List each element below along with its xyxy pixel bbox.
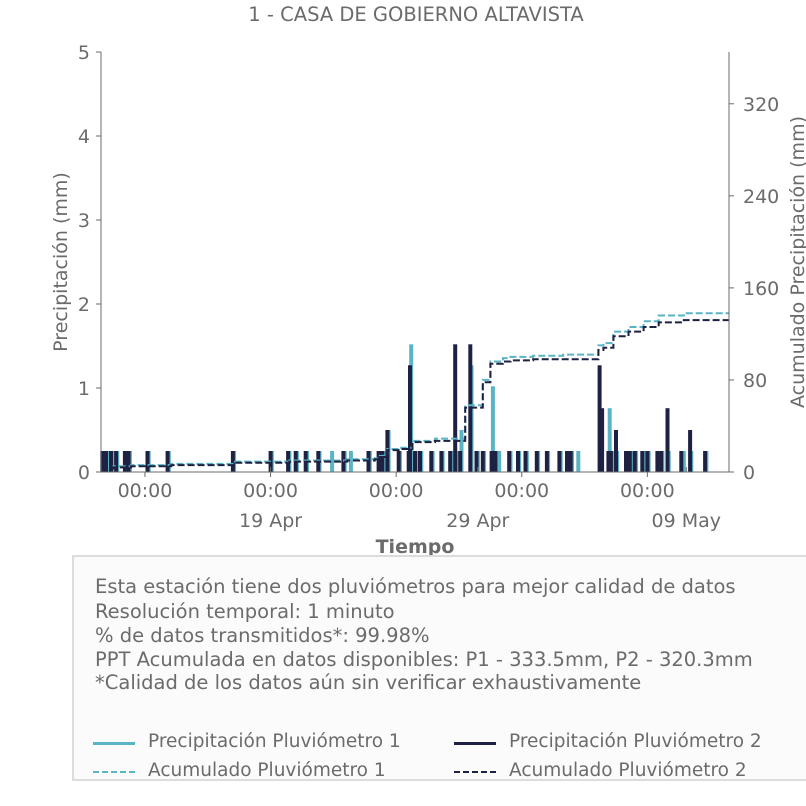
bar-p1 <box>607 408 612 472</box>
bar-p2 <box>624 451 628 472</box>
x-axis-ticks: 00:00 00:00 00:00 00:00 00:00 19 Apr 29 Apr 09 … <box>118 467 721 532</box>
bar-p2 <box>122 451 127 472</box>
bar-p1 <box>348 451 353 472</box>
bar-p2 <box>600 408 605 472</box>
bar-p2 <box>408 365 412 472</box>
legend-swatch-solid <box>93 742 135 745</box>
bar-p1 <box>497 451 502 472</box>
bar-p2 <box>380 451 385 472</box>
bar-p2 <box>632 451 637 472</box>
bar-p2 <box>516 451 520 472</box>
info-line-resolution: Resolución temporal: 1 minuto <box>95 600 395 623</box>
bar-p2 <box>507 451 512 472</box>
bar-p2 <box>659 451 664 472</box>
info-box: Esta estación tiene dos pluviómetros par… <box>72 555 806 781</box>
legend-swatch-dashed <box>93 771 135 773</box>
bar-p2 <box>688 430 693 472</box>
bar-p2 <box>597 365 602 472</box>
x-tick-date-label: 29 Apr <box>446 510 509 532</box>
bar-p2 <box>544 451 549 472</box>
left-axis-ticks: 0 1 2 3 4 5 <box>78 42 101 484</box>
x-tick-time-label: 00:00 <box>620 480 675 502</box>
bar-p2 <box>557 451 562 472</box>
info-line-description: Esta estación tiene dos pluviómetros par… <box>95 575 736 598</box>
bar-p2 <box>429 451 434 472</box>
bar-p2 <box>453 344 458 472</box>
y-tick-label: 4 <box>78 126 90 148</box>
y-axis-right-label: Acumulado Precipitación (mm) <box>787 116 806 408</box>
bar-p1 <box>681 451 686 472</box>
y-tick-label: 1 <box>78 378 90 400</box>
y-right-tick-label: 0 <box>743 462 755 484</box>
bar-p2 <box>413 451 417 472</box>
legend-swatch-dashed <box>454 771 496 773</box>
legend-swatch-solid <box>454 742 496 745</box>
bar-p2 <box>165 451 170 472</box>
precipitation-chart: 1 - CASA DE GOBIERNO ALTAVISTA 0 1 2 3 4 5 0 8… <box>50 3 806 558</box>
chart-title: 1 - CASA DE GOBIERNO ALTAVISTA <box>248 3 584 26</box>
y-axis-label: Precipitación (mm) <box>50 172 72 352</box>
info-line-accumulated: PPT Acumulada en datos disponibles: P1 -… <box>95 648 753 671</box>
bar-p1 <box>576 451 581 472</box>
bar-p2 <box>614 430 618 472</box>
bar-p2 <box>679 451 684 472</box>
y-tick-label: 2 <box>78 294 90 316</box>
bar-p2 <box>568 451 573 472</box>
bar-p1 <box>330 451 335 472</box>
bar-p2 <box>100 451 105 472</box>
bar-p2 <box>565 451 569 472</box>
bar-p2 <box>640 451 645 472</box>
bar-p2 <box>114 451 119 472</box>
bar-p2 <box>145 451 150 472</box>
series-p1-cumulative-line <box>101 312 729 470</box>
x-tick-time-label: 00:00 <box>369 480 424 502</box>
y-tick-label: 3 <box>78 210 90 232</box>
series-p2-bars <box>100 344 708 472</box>
x-axis-label: Tiempo <box>376 536 455 558</box>
x-tick-date-label: 19 Apr <box>239 510 302 532</box>
bar-p2 <box>458 451 463 472</box>
bar-p2 <box>655 451 660 472</box>
bar-p2 <box>534 451 539 472</box>
bar-p2 <box>665 408 670 472</box>
y-right-tick-label: 80 <box>743 370 767 392</box>
bar-p1 <box>490 386 495 472</box>
x-tick-date-label: 09 May <box>652 510 722 532</box>
bar-p2 <box>493 451 498 472</box>
bar-p2 <box>439 451 444 472</box>
bar-p2 <box>645 451 650 472</box>
bar-p2 <box>376 451 381 472</box>
bar-p2 <box>104 451 108 472</box>
y-tick-label: 0 <box>78 462 90 484</box>
bar-p2 <box>396 451 401 472</box>
bar-p2 <box>489 451 494 472</box>
info-line-transmitted: % de datos transmitidos*: 99.98% <box>95 624 430 647</box>
bar-p2 <box>523 451 528 472</box>
info-line-quality-note: *Calidad de los datos aún sin verificar … <box>95 671 642 694</box>
bar-p2 <box>448 451 453 472</box>
bar-p2 <box>608 451 613 472</box>
bar-p2 <box>230 451 235 472</box>
bar-p2 <box>418 451 422 472</box>
right-axis-ticks: 0 80 160 240 320 <box>729 94 779 484</box>
bar-p2 <box>126 451 131 472</box>
y-tick-label: 5 <box>78 42 90 64</box>
bar-p2 <box>703 451 708 472</box>
y-right-tick-label: 320 <box>743 94 779 116</box>
bar-p2 <box>474 451 479 472</box>
bar-p2 <box>109 451 113 472</box>
y-right-tick-label: 160 <box>743 278 779 300</box>
x-tick-time-label: 00:00 <box>243 480 298 502</box>
x-tick-time-label: 00:00 <box>118 480 173 502</box>
bar-p2 <box>606 451 611 472</box>
bar-p2 <box>627 451 632 472</box>
x-tick-time-label: 00:00 <box>494 480 549 502</box>
bar-p2 <box>480 451 485 472</box>
series-p2-cumulative-line <box>101 319 729 470</box>
y-right-tick-label: 240 <box>743 186 779 208</box>
